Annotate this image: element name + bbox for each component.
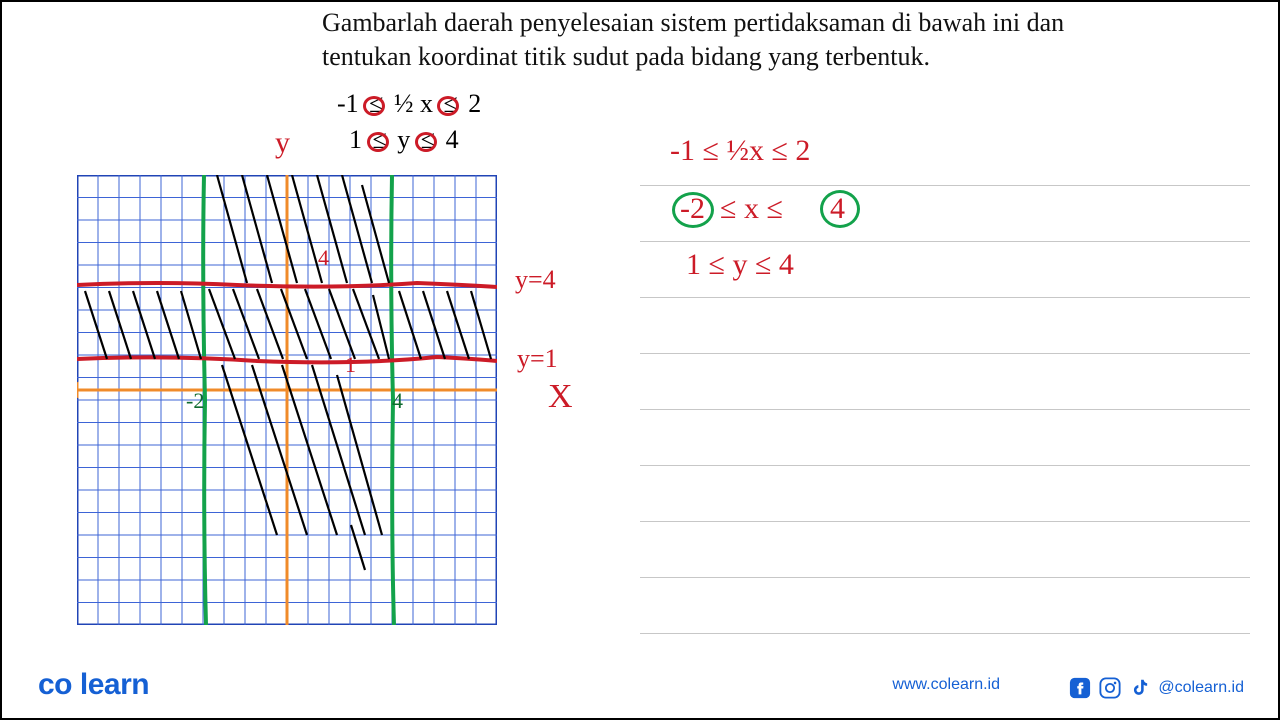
tick-neg2: -2 [186,388,204,414]
circle-rel-2a [367,132,389,152]
notes-area: -1 ≤ ½x ≤ 2 -2 ≤ x ≤ 4 1 ≤ y ≤ 4 [640,130,1250,634]
c2-left: 1 [349,125,362,154]
tick-y4: 4 [318,245,329,271]
graph-svg [77,175,497,625]
constraint-1: -1 ≤ ½ x ≤ 2 [337,86,481,122]
social-links: @colearn.id [1068,676,1244,700]
c1-mid: ½ x [394,89,433,118]
axis-y-label: y [275,126,290,160]
logo-b: learn [80,668,149,701]
tick-1: 1 [345,352,356,378]
constraints: -1 ≤ ½ x ≤ 2 1 ≤ y ≤ 4 [337,86,481,159]
note-2b: ≤ x ≤ [720,192,783,226]
note-row [640,466,1250,522]
label-y4: y=4 [515,265,556,295]
facebook-icon[interactable] [1068,676,1092,700]
circle-4 [820,190,860,228]
problem-statement: Gambarlah daerah penyelesaian sistem per… [322,6,1266,74]
note-row: -2 ≤ x ≤ 4 [640,186,1250,242]
logo: co learn [38,668,149,702]
note-row [640,522,1250,578]
note-row [640,410,1250,466]
c2-right: 4 [446,125,459,154]
axis-x-label: X [548,378,573,416]
website-link[interactable]: www.colearn.id [892,676,1000,694]
c2-mid: y [397,125,410,154]
graph-area [77,175,497,625]
instagram-icon[interactable] [1098,676,1122,700]
footer: co learn www.colearn.id @colearn.id [0,668,1280,708]
note-row [640,354,1250,410]
note-row: 1 ≤ y ≤ 4 [640,242,1250,298]
note-row [640,578,1250,634]
note-3: 1 ≤ y ≤ 4 [686,248,794,282]
tick-4x: 4 [392,388,403,414]
c1-left: -1 [337,89,359,118]
tiktok-icon[interactable] [1128,676,1152,700]
problem-line1: Gambarlah daerah penyelesaian sistem per… [322,6,1266,40]
label-y1: y=1 [517,344,558,374]
logo-sep [72,668,80,701]
note-row: -1 ≤ ½x ≤ 2 [640,130,1250,186]
note-row [640,298,1250,354]
constraint-2: 1 ≤ y ≤ 4 [337,122,481,158]
social-handle[interactable]: @colearn.id [1158,679,1244,697]
c1-right: 2 [468,89,481,118]
logo-a: co [38,668,72,701]
circle-neg2 [672,192,714,228]
problem-line2: tentukan koordinat titik sudut pada bida… [322,40,1266,74]
note-1: -1 ≤ ½x ≤ 2 [670,134,810,168]
